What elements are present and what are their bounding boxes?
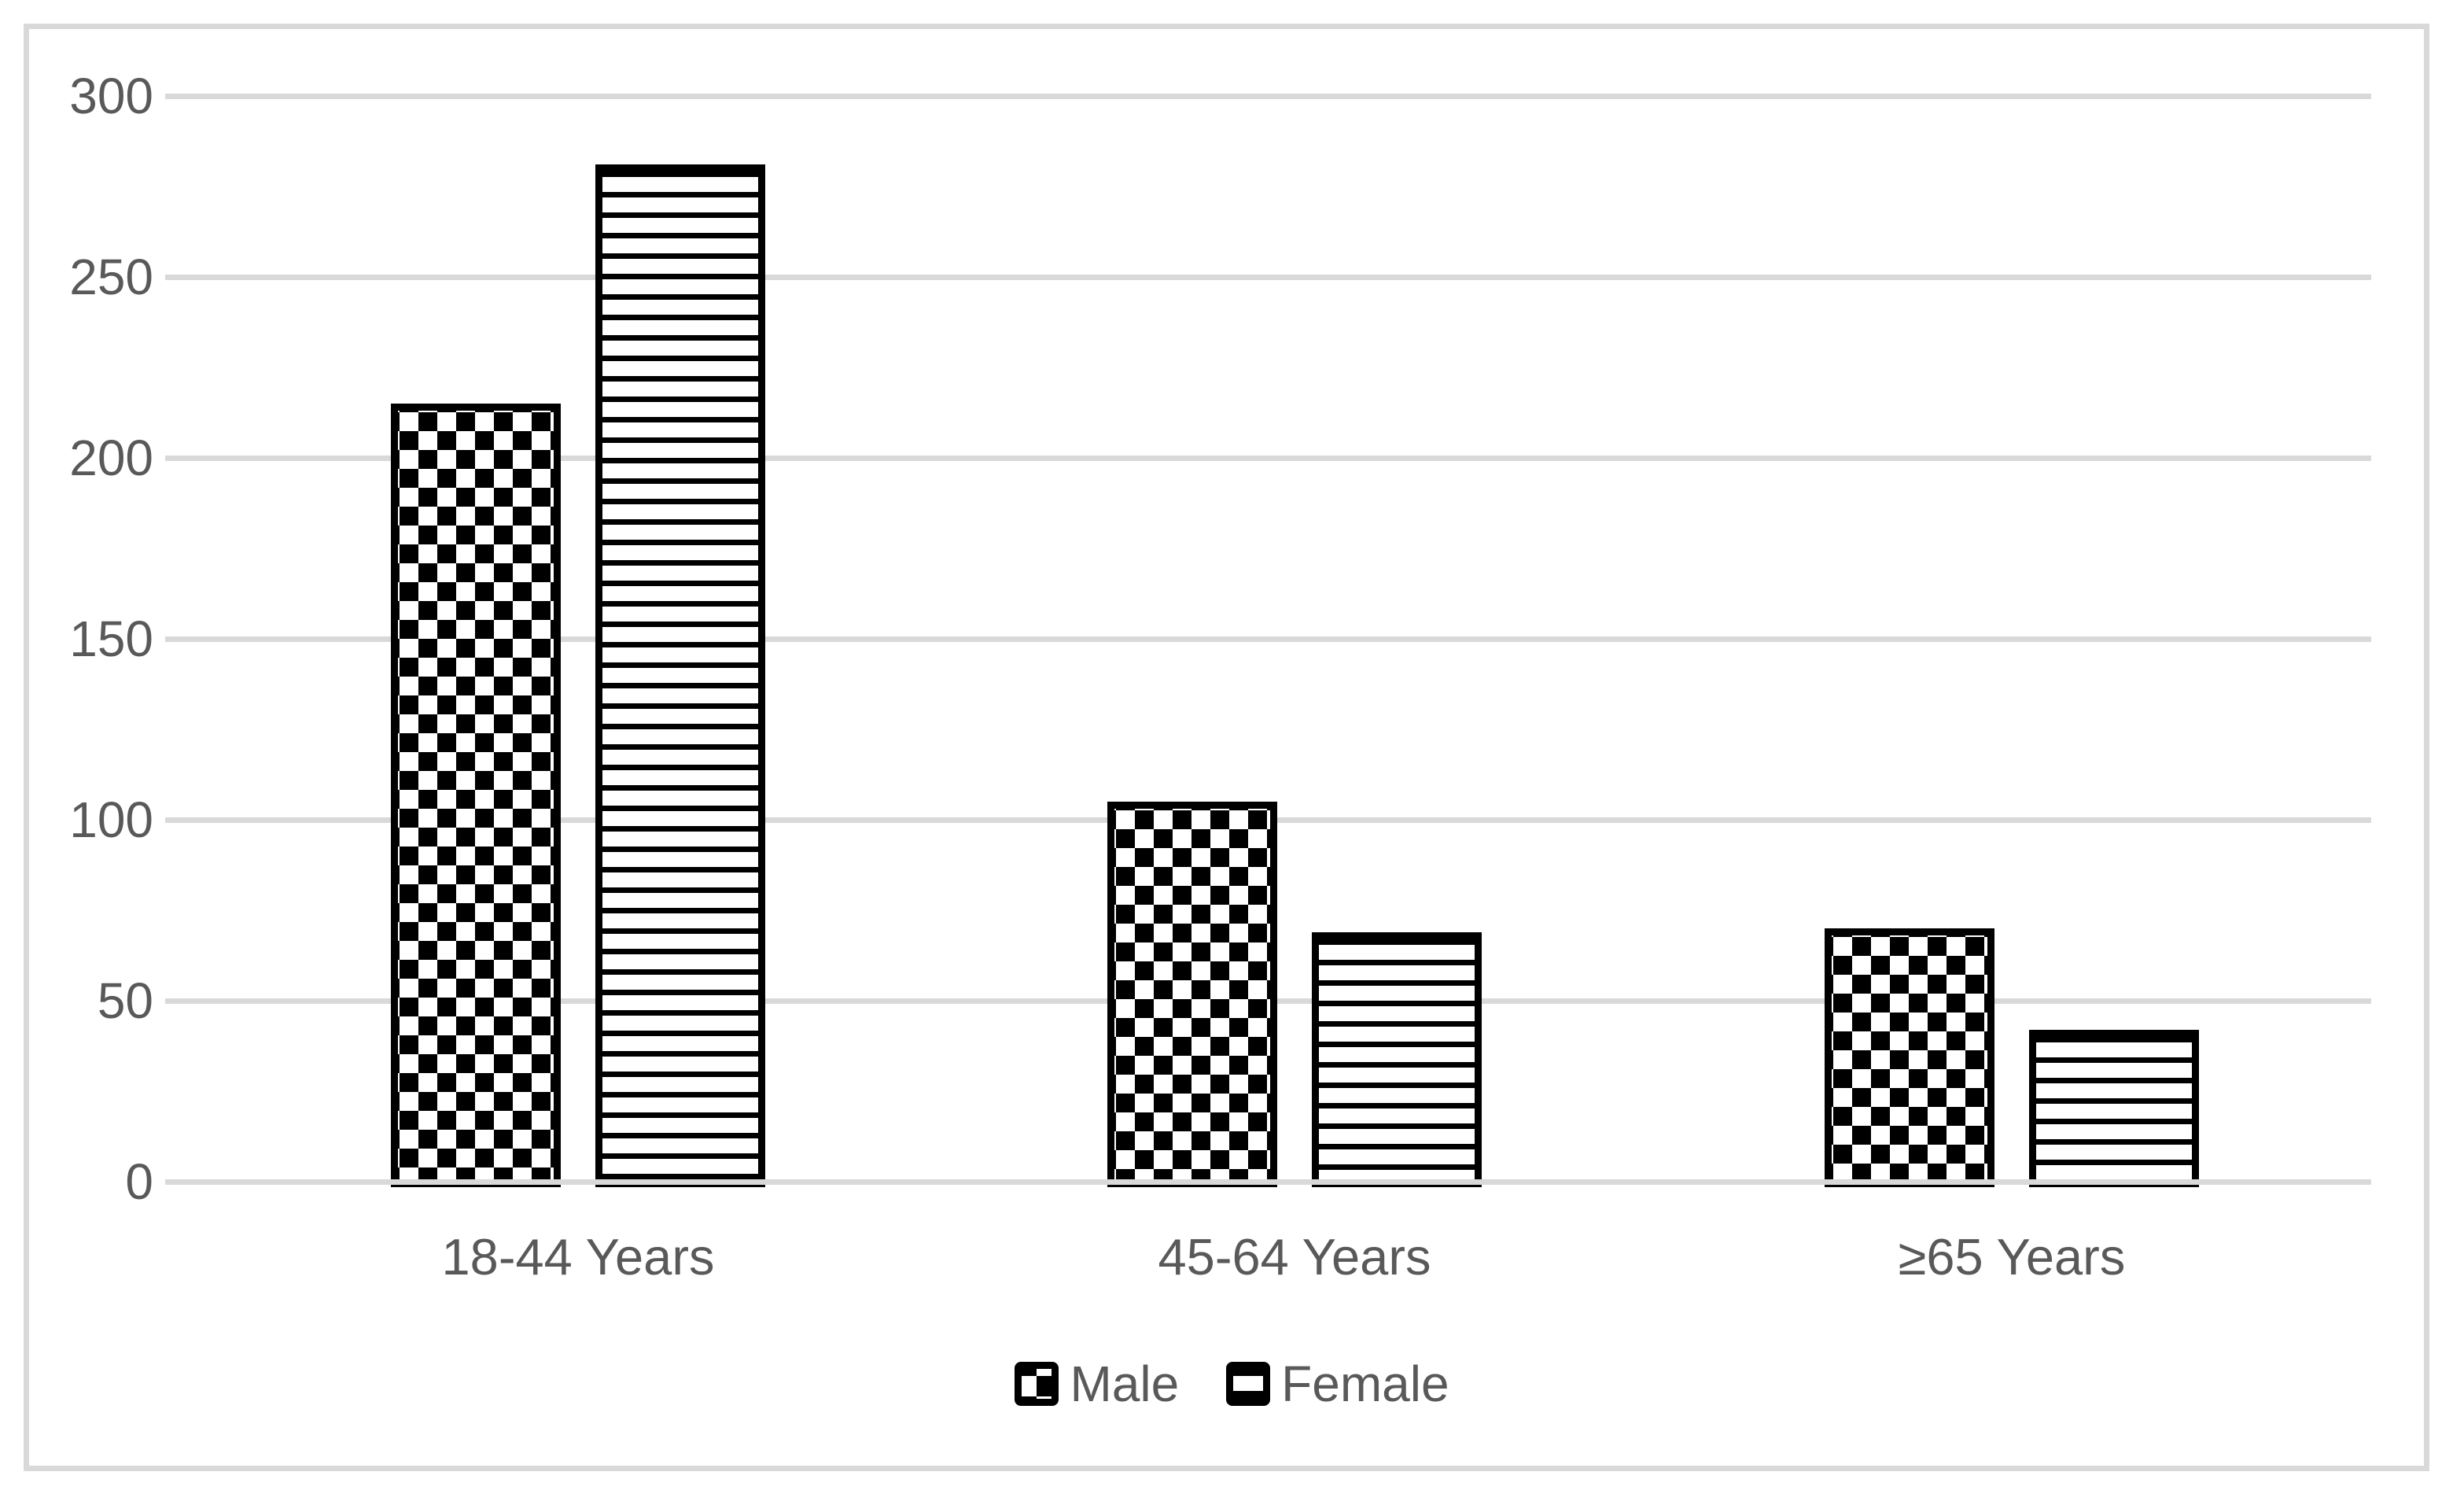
- bar-male-18-44-years: [391, 404, 561, 1187]
- y-tick-label-150: 150: [69, 610, 153, 667]
- bar-male-≥65-years: [1825, 928, 1994, 1187]
- legend: Male Female: [0, 1355, 2464, 1413]
- gridline-250: [165, 275, 2371, 280]
- legend-item-male: Male: [1015, 1355, 1179, 1413]
- gridline-0: [165, 1179, 2371, 1185]
- y-tick-label-200: 200: [69, 430, 153, 486]
- legend-label-male: Male: [1070, 1356, 1180, 1412]
- legend-label-female: Female: [1281, 1356, 1449, 1412]
- y-tick-label-0: 0: [125, 1153, 153, 1210]
- gridline-200: [165, 456, 2371, 461]
- bar-male-45-64-years: [1107, 802, 1277, 1187]
- bar-female-18-44-years: [595, 164, 765, 1187]
- y-tick-label-300: 300: [69, 68, 153, 124]
- female-stripes-swatch-icon: [1226, 1362, 1271, 1406]
- male-checkerboard-swatch-icon: [1015, 1362, 1059, 1406]
- y-tick-label-100: 100: [69, 791, 153, 848]
- y-tick-label-250: 250: [69, 249, 153, 305]
- x-axis-label-1: 18-44 Years: [441, 1228, 715, 1286]
- bar-female-≥65-years: [2029, 1029, 2199, 1187]
- gridline-300: [165, 94, 2371, 99]
- y-tick-label-50: 50: [97, 972, 153, 1029]
- x-axis-label-2: 45-64 Years: [1158, 1228, 1431, 1286]
- bar-female-45-64-years: [1312, 931, 1482, 1187]
- legend-item-female: Female: [1226, 1355, 1449, 1413]
- x-axis-label-3: ≥65 Years: [1898, 1228, 2126, 1286]
- gridline-150: [165, 636, 2371, 642]
